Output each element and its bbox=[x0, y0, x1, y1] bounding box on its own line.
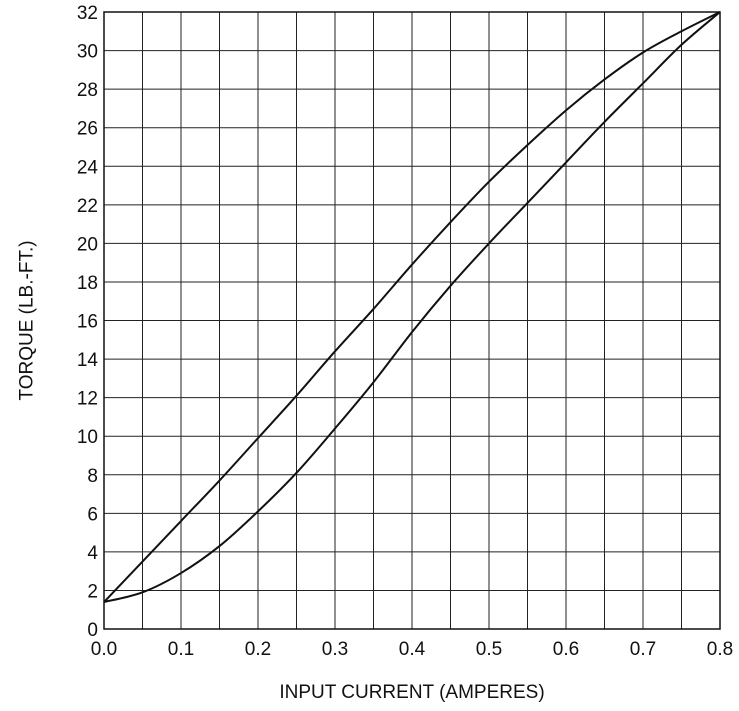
x-tick-label: 0.1 bbox=[168, 639, 194, 660]
x-axis-label: INPUT CURRENT (AMPERES) bbox=[279, 682, 544, 703]
y-tick-label: 18 bbox=[77, 273, 98, 294]
y-tick-label: 16 bbox=[77, 312, 98, 333]
y-tick-label: 4 bbox=[87, 543, 98, 564]
x-tick-label: 0.3 bbox=[322, 639, 348, 660]
y-tick-label: 30 bbox=[77, 42, 98, 63]
y-tick-label: 32 bbox=[77, 3, 98, 24]
y-tick-label: 28 bbox=[77, 80, 98, 101]
x-tick-label: 0.6 bbox=[553, 639, 579, 660]
y-tick-label: 10 bbox=[77, 427, 98, 448]
y-tick-label: 8 bbox=[87, 466, 98, 487]
x-tick-label: 0.8 bbox=[707, 639, 733, 660]
y-tick-label: 14 bbox=[77, 350, 99, 371]
x-tick-label: 0.0 bbox=[91, 639, 117, 660]
x-tick-label: 0.2 bbox=[245, 639, 271, 660]
y-axis-label: TORQUE (LB.-FT.) bbox=[17, 240, 38, 400]
y-tick-label: 2 bbox=[87, 581, 98, 602]
tick-labels: 0.0 0.1 0.2 0.3 0.4 0.5 0.6 0.7 0.80246810121416… bbox=[77, 3, 733, 660]
x-tick-label: 0.5 bbox=[476, 639, 502, 660]
y-tick-label: 0 bbox=[87, 620, 98, 641]
y-tick-label: 20 bbox=[77, 234, 98, 255]
x-tick-label: 0.4 bbox=[399, 639, 426, 660]
y-tick-label: 26 bbox=[77, 119, 98, 140]
series-line-lower bbox=[103, 11, 721, 603]
plot-frame bbox=[103, 11, 721, 630]
y-tick-label: 22 bbox=[77, 196, 98, 217]
y-tick-label: 6 bbox=[87, 504, 98, 525]
x-tick-label: 0.7 bbox=[630, 639, 656, 660]
series-lines bbox=[103, 11, 721, 603]
series-line-upper bbox=[103, 11, 721, 603]
y-tick-label: 12 bbox=[77, 389, 98, 410]
y-tick-label: 24 bbox=[77, 157, 99, 178]
grid-lines bbox=[103, 11, 721, 630]
